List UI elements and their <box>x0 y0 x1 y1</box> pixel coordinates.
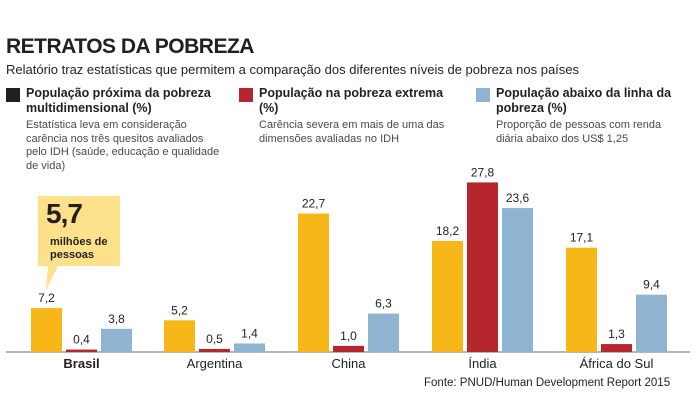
bar <box>101 328 132 352</box>
chart-title: RETRATOS DA POBREZA <box>6 35 254 58</box>
data-label: 1,4 <box>241 326 258 340</box>
category-label: África do Sul <box>580 356 654 371</box>
annotation-callout: 5,7 milhões de pessoas <box>38 196 120 266</box>
data-label: 18,2 <box>436 224 460 238</box>
legend-description: Proporção de pessoas com renda diária ab… <box>496 119 662 145</box>
bar <box>199 348 230 352</box>
data-label: 23,6 <box>506 191 530 205</box>
legend-title: População na pobreza extrema (%) <box>259 86 444 115</box>
legend-title: População próxima da pobreza multidimens… <box>26 86 211 115</box>
annotation-text: milhões de pessoas <box>50 236 108 261</box>
data-label: 27,8 <box>471 165 495 179</box>
legend-swatch <box>6 88 20 102</box>
legend-item-multidimensional: População próxima da pobreza multidimens… <box>6 86 221 173</box>
bar <box>432 240 463 352</box>
category-label: Índia <box>468 356 497 371</box>
data-label: 9,4 <box>643 278 660 292</box>
data-label: 7,2 <box>38 291 55 305</box>
chart-subtitle: Relatório traz estatísticas que permitem… <box>6 62 580 77</box>
bar <box>636 294 667 352</box>
data-label: 22,7 <box>302 197 326 211</box>
category-label: Argentina <box>187 356 243 371</box>
source-note: Fonte: PNUD/Human Development Report 201… <box>424 377 671 389</box>
bar <box>234 343 265 352</box>
legend-swatch <box>476 88 490 102</box>
data-label: 0,5 <box>206 332 223 346</box>
legend-description: Estatística leva em consideração carênci… <box>26 119 220 172</box>
legend-description: Carência severa em mais de uma das dimen… <box>259 119 445 145</box>
bar <box>66 349 97 352</box>
bar <box>467 182 498 352</box>
data-label: 3,8 <box>108 312 125 326</box>
bar <box>502 208 533 352</box>
bar <box>368 313 399 352</box>
bar <box>298 213 329 352</box>
data-label: 0,4 <box>73 333 90 347</box>
annotation-pointer <box>46 266 58 290</box>
category-label: Brasil <box>63 356 99 371</box>
bar <box>566 247 597 352</box>
category-label: China <box>332 356 367 371</box>
data-label: 17,1 <box>570 231 594 245</box>
data-label: 5,2 <box>171 303 188 317</box>
data-label: 1,0 <box>340 329 357 343</box>
annotation-value: 5,7 <box>46 198 83 229</box>
bar <box>333 345 364 352</box>
data-label: 1,3 <box>608 327 625 341</box>
data-label: 6,3 <box>375 297 392 311</box>
bar <box>601 344 632 352</box>
legend-swatch <box>239 88 253 102</box>
legend-item-extreme: População na pobreza extrema (%) Carênci… <box>239 86 454 146</box>
legend-item-below-line: População abaixo da linha da pobreza (%)… <box>476 86 691 146</box>
bar <box>164 320 195 352</box>
bar <box>31 308 62 352</box>
legend-title: População abaixo da linha da pobreza (%) <box>496 86 672 115</box>
